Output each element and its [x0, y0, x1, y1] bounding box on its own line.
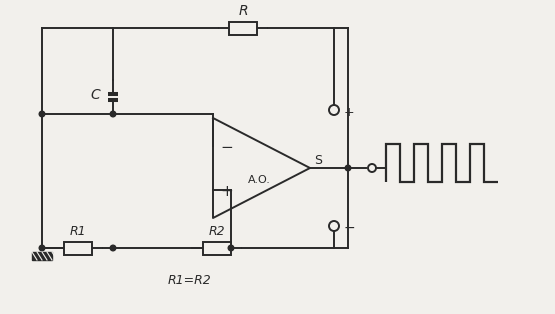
- Text: −: −: [344, 221, 356, 235]
- Text: C: C: [90, 88, 100, 102]
- Text: S: S: [314, 154, 322, 166]
- Bar: [63, 241, 92, 255]
- Text: +: +: [221, 185, 233, 199]
- Circle shape: [329, 105, 339, 115]
- Bar: [229, 21, 257, 35]
- Text: R1=R2: R1=R2: [168, 273, 212, 286]
- Bar: [32, 252, 52, 260]
- Circle shape: [110, 111, 116, 117]
- Circle shape: [345, 165, 351, 171]
- Text: −: −: [221, 140, 233, 155]
- Text: R1: R1: [69, 225, 86, 238]
- Text: R2: R2: [209, 225, 225, 238]
- Bar: [203, 241, 231, 255]
- Circle shape: [39, 111, 45, 117]
- Text: A.O.: A.O.: [248, 175, 271, 185]
- Circle shape: [329, 221, 339, 231]
- Text: +: +: [344, 106, 355, 118]
- Circle shape: [228, 245, 234, 251]
- Text: R: R: [238, 4, 248, 18]
- Circle shape: [39, 245, 45, 251]
- Circle shape: [110, 245, 116, 251]
- Circle shape: [368, 164, 376, 172]
